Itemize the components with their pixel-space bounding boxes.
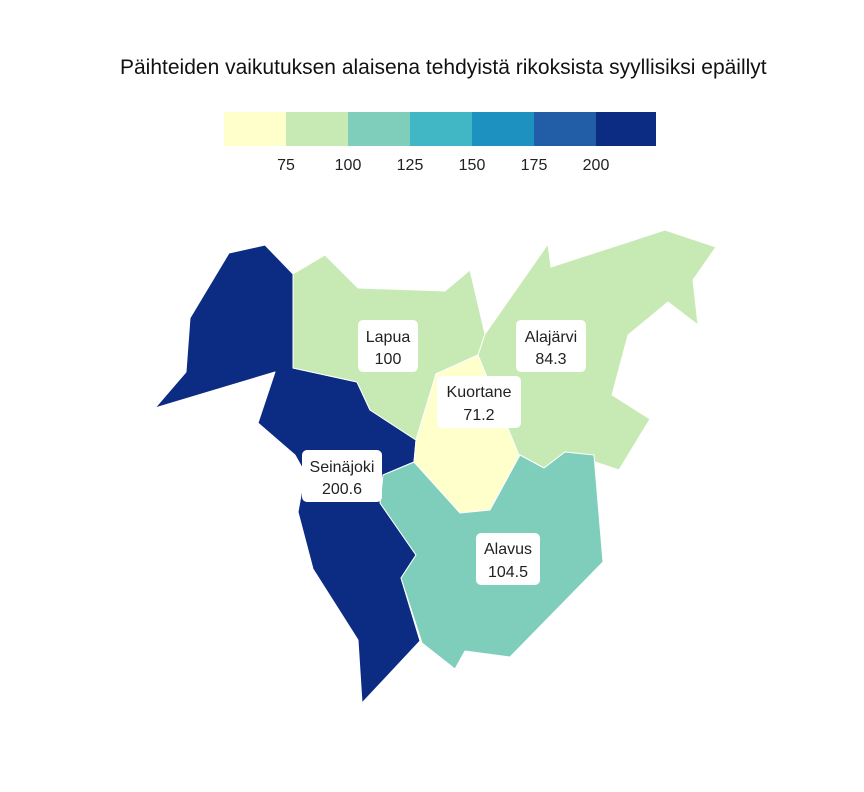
legend-swatch-3 [348, 112, 410, 146]
legend-swatch-4 [410, 112, 472, 146]
label-seinajoki: Seinäjoki 200.6 [302, 450, 382, 502]
label-alavus-name: Alavus [484, 541, 532, 558]
legend-swatch-5 [472, 112, 534, 146]
legend-tick-150: 150 [459, 157, 486, 174]
label-lapua-value: 100 [375, 351, 402, 368]
map-title: Päihteiden vaikutuksen alaisena tehdyist… [120, 56, 767, 79]
label-alajarvi-value: 84.3 [535, 351, 566, 368]
legend-tick-75: 75 [277, 157, 295, 174]
label-seinajoki-box [302, 450, 382, 502]
label-lapua-box [358, 320, 418, 372]
color-legend: 75 100 125 150 175 200 [224, 112, 656, 174]
legend-tick-200: 200 [583, 157, 610, 174]
label-alajarvi: Alajärvi 84.3 [516, 320, 586, 372]
label-alajarvi-box [516, 320, 586, 372]
label-lapua: Lapua 100 [358, 320, 418, 372]
legend-tick-125: 125 [397, 157, 424, 174]
label-seinajoki-name: Seinäjoki [310, 459, 375, 476]
label-alavus-box [476, 533, 540, 585]
legend-swatch-6 [534, 112, 596, 146]
region-labels: Lapua 100 Alajärvi 84.3 Kuortane 71.2 Se… [302, 320, 586, 585]
legend-tick-175: 175 [521, 157, 548, 174]
label-alajarvi-name: Alajärvi [525, 329, 577, 346]
label-kuortane-name: Kuortane [447, 384, 512, 401]
legend-tick-100: 100 [335, 157, 362, 174]
label-kuortane-value: 71.2 [463, 407, 494, 424]
label-alavus: Alavus 104.5 [476, 533, 540, 585]
label-alavus-value: 104.5 [488, 564, 528, 581]
label-kuortane: Kuortane 71.2 [437, 376, 521, 428]
label-kuortane-box [437, 376, 521, 428]
legend-swatch-1 [224, 112, 286, 146]
legend-swatch-2 [286, 112, 348, 146]
label-lapua-name: Lapua [366, 329, 411, 346]
region-shapes [154, 229, 717, 704]
region-alajarvi[interactable] [477, 229, 717, 471]
label-seinajoki-value: 200.6 [322, 481, 362, 498]
legend-swatch-7 [596, 112, 656, 146]
